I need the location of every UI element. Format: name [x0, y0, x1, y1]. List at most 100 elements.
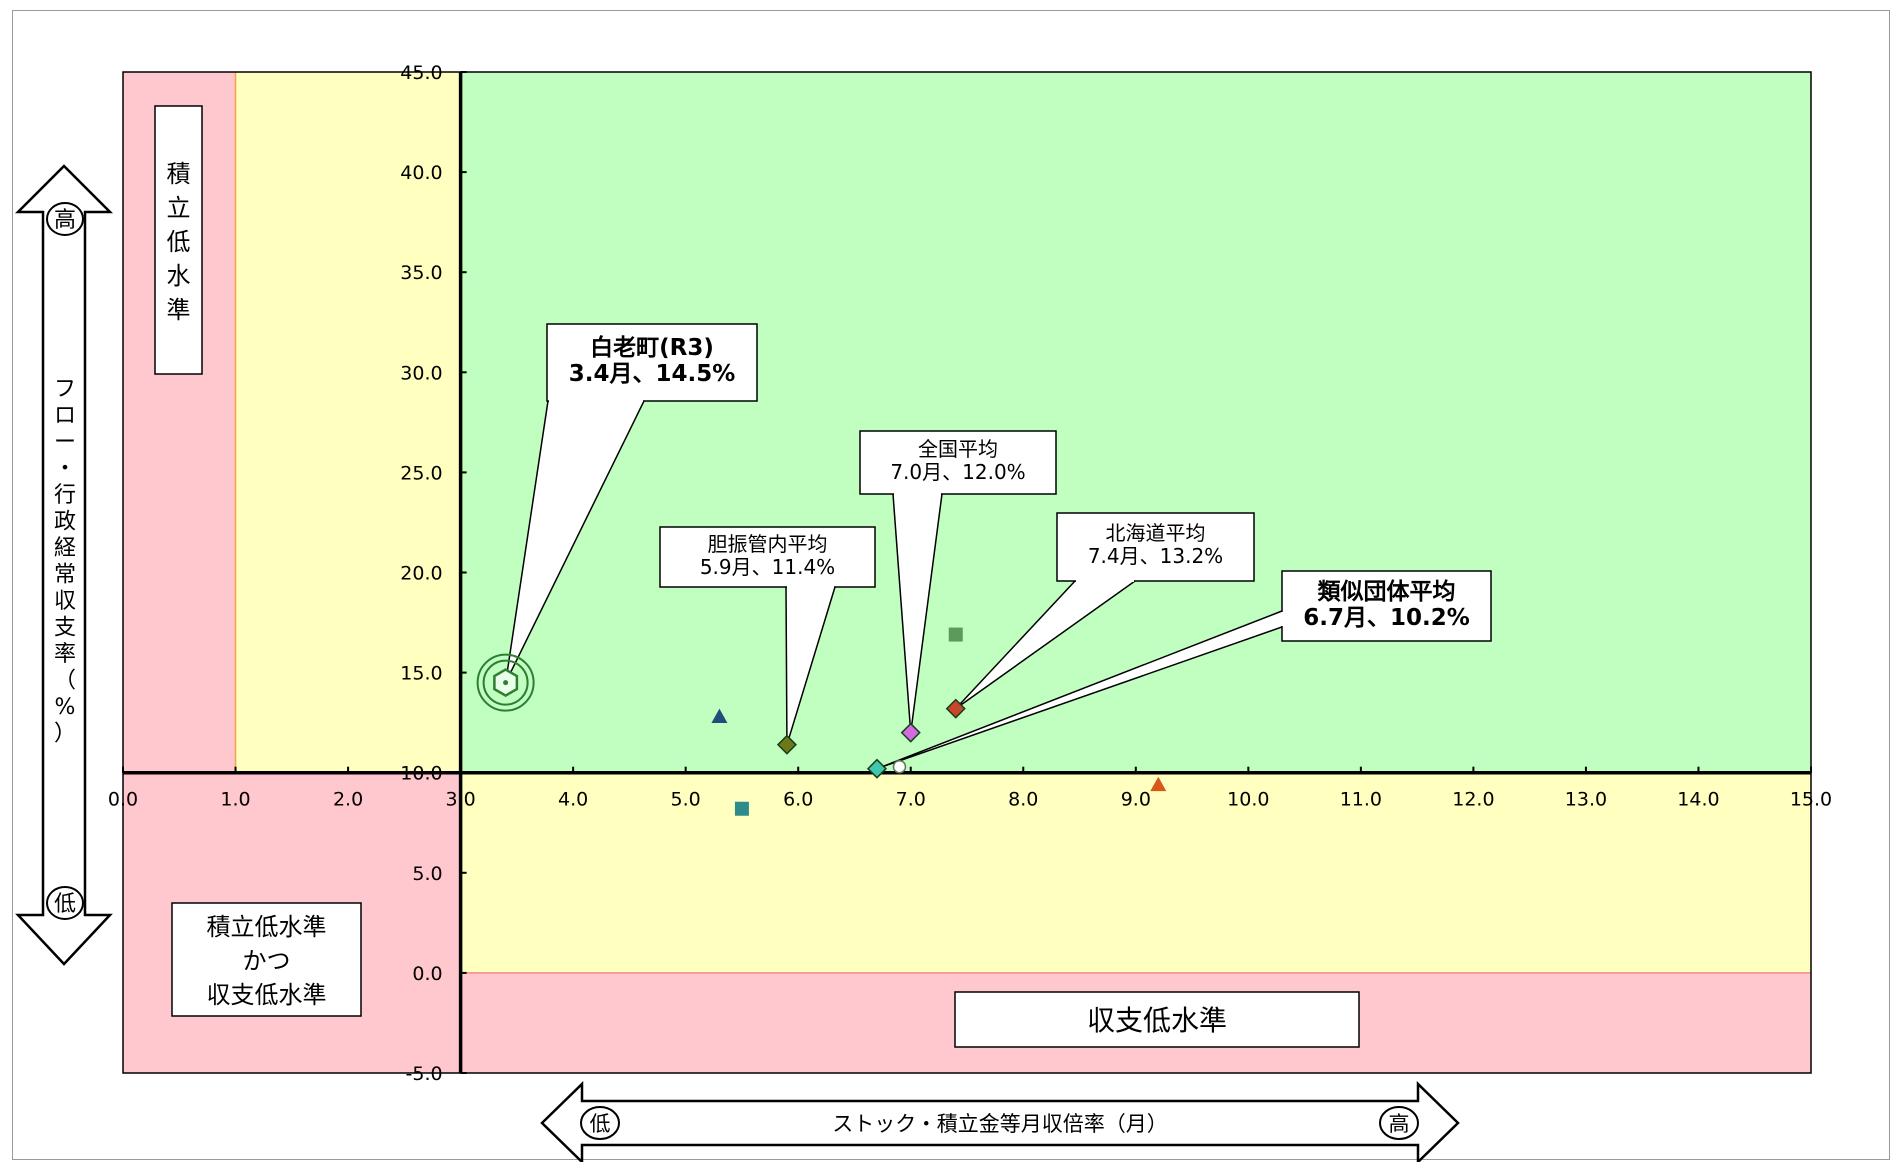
point-square [948, 627, 963, 642]
y-tick-label: 5.0 [412, 863, 442, 885]
x-tick-label: 9.0 [1121, 789, 1151, 811]
x-axis-double-arrow [540, 1081, 1460, 1162]
target-ring-outer [476, 653, 535, 712]
y-tick-label: 25.0 [400, 462, 442, 484]
zone-label-stock-low-char: 積 [167, 160, 191, 188]
y-axis-label-char: 収 [54, 589, 76, 614]
x-arrow-high-marker [1379, 1106, 1419, 1140]
callout-line2: 7.0月、12.0% [890, 460, 1025, 484]
x-arrow-high-label: 高 [1389, 1112, 1410, 1136]
y-axis-label-char: ー [54, 430, 76, 455]
callout-box [1281, 570, 1492, 642]
x-tick-label: 4.0 [558, 789, 588, 811]
y-arrow-high-marker [46, 202, 84, 236]
callout-line1: 全国平均 [918, 437, 998, 461]
y-axis-label-char: 政 [54, 510, 76, 535]
zone-label-box-stock-low [154, 105, 203, 375]
callout-box [546, 323, 758, 402]
x-tick-label: 13.0 [1565, 789, 1607, 811]
x-tick-label: 15.0 [1790, 789, 1832, 811]
y-axis-label-char: ） [54, 722, 76, 747]
y-axis-label-char: 常 [54, 563, 76, 588]
x-tick-label: 14.0 [1677, 789, 1719, 811]
x-tick-label: 12.0 [1452, 789, 1494, 811]
x-tick-label: 6.0 [783, 789, 813, 811]
y-tick-label: -5.0 [406, 1063, 443, 1085]
y-arrow-high-label: 高 [54, 208, 76, 233]
point-circle-open [892, 759, 907, 774]
y-tick-label: 20.0 [400, 563, 442, 585]
point-diamond [866, 758, 888, 779]
zone-label-stock-low-char: 準 [167, 296, 191, 324]
zone-label-box-flow-low [954, 991, 1360, 1048]
target-center [503, 680, 509, 686]
y-axis-label-char: （ [54, 669, 76, 694]
x-tick-label: 0.0 [108, 789, 138, 811]
callout-line1: 白老町(R3) [590, 334, 714, 361]
callout-line1: 北海道平均 [1106, 521, 1206, 545]
x-tick-label: 1.0 [220, 789, 250, 811]
y-tick-label: 10.0 [400, 763, 442, 785]
y-axis-double-arrow [14, 164, 114, 966]
point-hexagon-target [476, 653, 535, 712]
flow-mid-zone [460, 772, 1812, 973]
y-tick-label: 15.0 [400, 663, 442, 685]
y-tick-label: 35.0 [400, 262, 442, 284]
x-tick-label: 3.0 [445, 789, 475, 811]
callout-line2: 7.4月、13.2% [1088, 544, 1223, 568]
callout-line2: 6.7月、10.2% [1303, 605, 1470, 631]
callout-line2: 3.4月、14.5% [569, 361, 736, 387]
y-axis-label-char: ・ [54, 457, 76, 482]
target-ring-inner [482, 659, 529, 706]
y-axis-label-char: 率 [54, 642, 76, 667]
x-arrow-low-label: 低 [590, 1112, 611, 1136]
zone-label-both-low-line: 収支低水準 [207, 981, 327, 1009]
y-axis-label-char: % [55, 695, 76, 720]
y-tick-label: 45.0 [400, 62, 442, 84]
x-axis-label: ストック・積立金等月収倍率（月） [832, 1112, 1168, 1136]
x-tick-label: 10.0 [1227, 789, 1269, 811]
zone-label-both-low-line: かつ [243, 947, 291, 975]
x-tick-label: 2.0 [333, 789, 363, 811]
y-tick-label: 30.0 [400, 362, 442, 384]
x-tick-label: 5.0 [671, 789, 701, 811]
y-arrow-low-marker [46, 886, 84, 920]
y-tick-label: 40.0 [400, 162, 442, 184]
zone-label-stock-low-char: 立 [167, 194, 191, 222]
zone-label-both-low-line: 積立低水準 [207, 913, 327, 941]
stock-mid-zone [235, 72, 461, 773]
chart-frame [12, 10, 1890, 1160]
plot-border [122, 71, 1812, 1074]
x-tick-label: 11.0 [1340, 789, 1382, 811]
callout: 白老町(R3)3.4月、14.5% [504, 323, 758, 683]
y-arrow-low-label: 低 [54, 892, 76, 917]
point-square [734, 801, 749, 816]
callout-line1: 類似団体平均 [1318, 578, 1456, 605]
callout-box [859, 430, 1057, 495]
y-axis-label-char: ロ [54, 404, 76, 429]
zone-label-box-both-low [171, 902, 362, 1017]
callout-line1: 胆振管内平均 [708, 532, 828, 556]
point-triangle [711, 708, 728, 724]
callout-line2: 5.9月、11.4% [700, 555, 835, 579]
point-diamond [776, 734, 798, 755]
point-triangle [1150, 776, 1167, 792]
callout-box [659, 526, 876, 588]
y-tick-label: 0.0 [412, 963, 442, 985]
y-axis-label-char: フ [54, 377, 76, 402]
x-arrow-low-marker [580, 1106, 620, 1140]
zone-label-flow-low: 収支低水準 [1087, 1004, 1227, 1037]
point-diamond [945, 698, 966, 719]
y-axis-label-char: 経 [54, 536, 76, 561]
zone-label-stock-low-char: 低 [167, 228, 191, 256]
y-axis-label-char: 支 [54, 616, 76, 641]
x-tick-label: 7.0 [896, 789, 926, 811]
zone-label-stock-low-char: 水 [167, 262, 191, 290]
good-zone [460, 72, 1812, 773]
y-axis-label-char: 行 [54, 483, 76, 508]
